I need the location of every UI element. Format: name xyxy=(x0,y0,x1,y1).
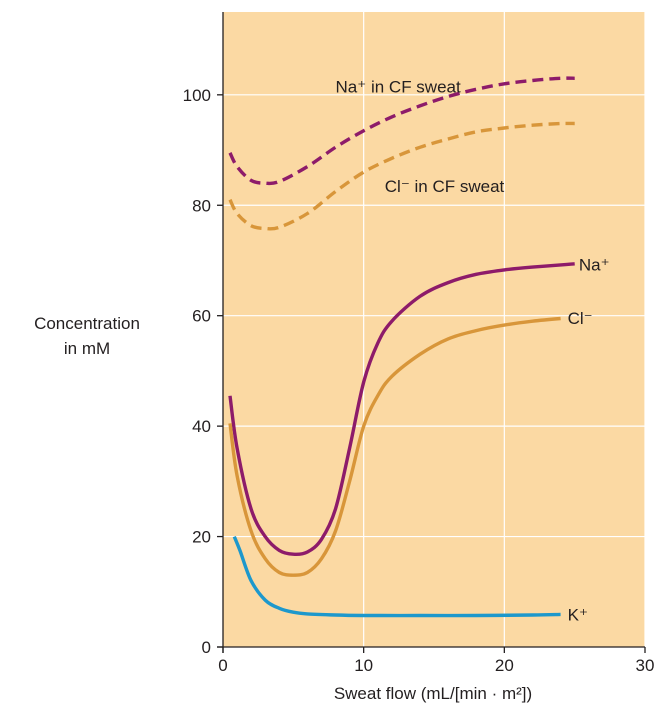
y-axis-title-line-1: Concentration xyxy=(34,314,140,333)
series-label: Cl⁻ xyxy=(568,309,593,328)
axes xyxy=(217,12,646,653)
series-line-k xyxy=(232,535,561,618)
series-label: Na⁺ xyxy=(579,255,610,274)
y-tick-label: 100 xyxy=(183,86,211,105)
x-tick-label: 0 xyxy=(218,656,227,675)
series-label: K⁺ xyxy=(568,605,588,624)
series-label: Na⁺ in CF sweat xyxy=(336,78,461,97)
series-line-cl-in-cf-sweat xyxy=(228,121,575,231)
y-tick-label: 0 xyxy=(202,638,211,657)
x-tick-label: 30 xyxy=(636,656,655,675)
y-tick-label: 60 xyxy=(192,307,211,326)
x-axis-title: Sweat flow (mL/[min · m²]) xyxy=(334,684,532,703)
series-line-na-in-cf-sweat xyxy=(228,76,575,186)
plot-background xyxy=(223,12,645,647)
series-line-na xyxy=(228,262,575,557)
gridlines xyxy=(223,12,646,647)
series-labels: Na⁺ in CF sweat Cl⁻ in CF sweat Na⁺ Cl⁻ K⁺ xyxy=(336,78,610,625)
series-line-cl xyxy=(228,316,561,577)
series-label: Cl⁻ in CF sweat xyxy=(385,177,505,196)
y-tick-label: 40 xyxy=(192,417,211,436)
x-tick-label: 10 xyxy=(354,656,373,675)
y-tick-label: 80 xyxy=(192,196,211,215)
y-tick-label: 20 xyxy=(192,528,211,547)
tick-labels: 0 20 40 60 80 100 0 10 20 30 xyxy=(183,86,655,675)
x-tick-label: 20 xyxy=(495,656,514,675)
y-axis-title-line-2: in mM xyxy=(64,339,110,358)
series-lines xyxy=(228,76,575,618)
